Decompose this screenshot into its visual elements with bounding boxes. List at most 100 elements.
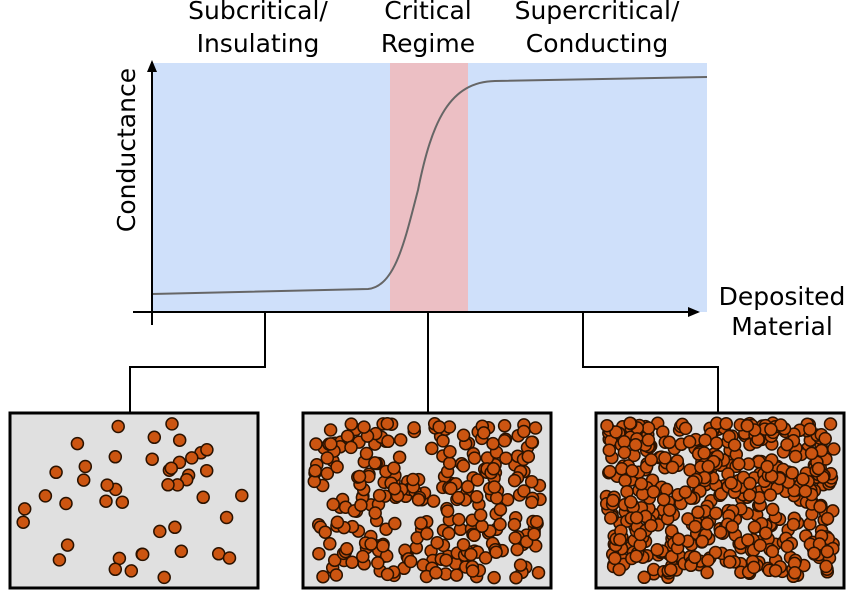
particle: [819, 433, 831, 445]
particle: [309, 465, 321, 477]
particle: [601, 420, 613, 432]
particle: [642, 434, 654, 446]
particle: [828, 443, 840, 455]
particle: [457, 460, 469, 472]
particle: [605, 512, 617, 524]
particle: [749, 521, 761, 533]
particle: [526, 436, 538, 448]
particle: [478, 427, 490, 439]
particle: [100, 495, 112, 507]
critical-band: [390, 63, 468, 312]
particle: [528, 528, 540, 540]
y-axis-label: Conductance: [112, 68, 141, 232]
particle: [109, 563, 121, 575]
particle: [711, 437, 723, 449]
particle: [444, 457, 456, 469]
particle: [469, 452, 481, 464]
particle: [162, 479, 174, 491]
particle: [62, 539, 74, 551]
particle: [494, 504, 506, 516]
particle: [394, 451, 406, 463]
particle: [813, 463, 825, 475]
particle: [166, 418, 178, 430]
particle: [603, 444, 615, 456]
particle: [490, 546, 502, 558]
particle: [444, 446, 456, 458]
particle: [702, 554, 714, 566]
particle: [101, 479, 113, 491]
particle: [624, 417, 636, 429]
particle: [201, 465, 213, 477]
particle: [692, 506, 704, 518]
particle: [158, 571, 170, 583]
particle: [50, 466, 62, 478]
particle: [822, 513, 834, 525]
particle: [488, 572, 500, 584]
region-label: Regime: [381, 29, 475, 58]
particle: [789, 567, 801, 579]
particle: [175, 545, 187, 557]
particle: [488, 481, 500, 493]
particle: [453, 514, 465, 526]
particle: [825, 418, 837, 430]
particle: [146, 453, 158, 465]
particle: [526, 496, 538, 508]
particle: [508, 519, 520, 531]
particle: [648, 486, 660, 498]
particle: [426, 442, 438, 454]
particle: [733, 458, 745, 470]
particle: [357, 551, 369, 563]
particle: [720, 418, 732, 430]
particle: [500, 452, 512, 464]
particle: [754, 539, 766, 551]
particle: [186, 452, 198, 464]
particle: [431, 537, 443, 549]
particle: [526, 476, 538, 488]
particle: [413, 494, 425, 506]
particle: [372, 557, 384, 569]
particle: [148, 431, 160, 443]
particle: [221, 512, 233, 524]
particle: [488, 463, 500, 475]
particle: [109, 451, 121, 463]
particle: [324, 538, 336, 550]
particle: [744, 477, 756, 489]
particle: [515, 559, 527, 571]
particle: [607, 495, 619, 507]
particle: [358, 421, 370, 433]
particle: [786, 467, 798, 479]
particle: [635, 478, 647, 490]
particle: [331, 516, 343, 528]
particle: [765, 423, 777, 435]
particle: [710, 507, 722, 519]
particle: [342, 430, 354, 442]
particle: [472, 474, 484, 486]
particle: [451, 569, 463, 581]
particle: [491, 492, 503, 504]
particle: [741, 420, 753, 432]
particle: [341, 543, 353, 555]
particle: [821, 546, 833, 558]
diagram: Subcritical/ Insulating Critical Regime …: [0, 0, 847, 593]
particle: [60, 498, 72, 510]
particle: [701, 567, 713, 579]
particle: [327, 498, 339, 510]
connector: [130, 312, 265, 413]
particle: [325, 438, 337, 450]
particle: [613, 564, 625, 576]
particle: [377, 540, 389, 552]
particle: [687, 476, 699, 488]
particle: [530, 422, 542, 434]
particle: [313, 548, 325, 560]
particle: [382, 435, 394, 447]
particle: [39, 490, 51, 502]
particle: [663, 436, 675, 448]
particle: [748, 561, 760, 573]
particle: [614, 534, 626, 546]
particle: [665, 564, 677, 576]
particle: [766, 545, 778, 557]
particle: [116, 496, 128, 508]
particle: [673, 533, 685, 545]
particle: [319, 526, 331, 538]
particle: [395, 434, 407, 446]
